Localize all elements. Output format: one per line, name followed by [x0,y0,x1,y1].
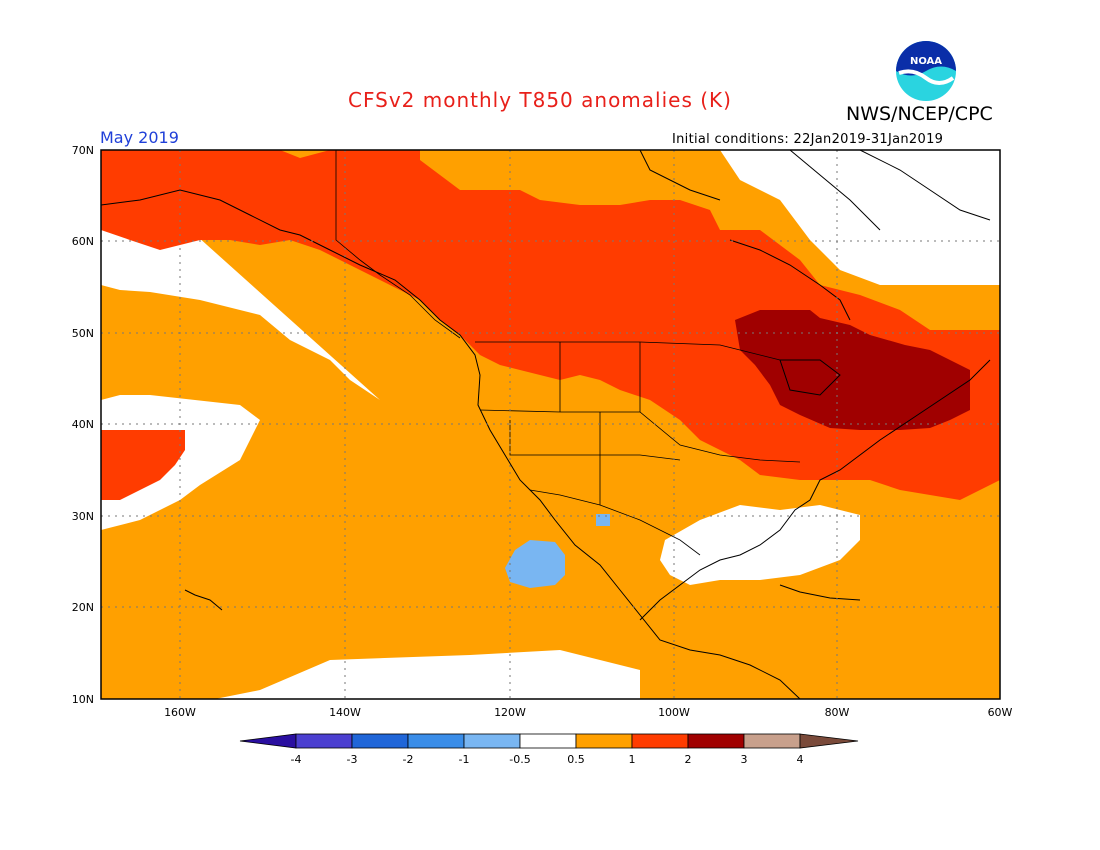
longitude-labels: 160W 140W 120W 100W 80W 60W [164,706,1012,719]
graticule [101,150,1000,699]
colorbar-swatch [687,733,745,749]
lon-label: 160W [164,706,196,719]
initial-conditions-label: Initial conditions: 22Jan2019-31Jan2019 [672,132,944,147]
lat-label: 70N [72,144,94,157]
colorbar-label: -3 [347,753,358,766]
political-borders [335,150,801,556]
colorbar-label: 3 [741,753,748,766]
lon-label: 120W [494,706,526,719]
lat-label: 30N [72,510,94,523]
colorbar-swatch [407,733,465,749]
colorbar-low-arrow [239,733,297,749]
colorbar-high-arrow [799,733,859,749]
colorbar-label: 2 [685,753,692,766]
lat-label: 40N [72,418,94,431]
colorbar-label: 0.5 [567,753,585,766]
colorbar-label: 1 [629,753,636,766]
colorbar-label: 4 [797,753,804,766]
map-title: CFSv2 monthly T850 anomalies (K) [348,88,732,112]
colorbar-label: -0.5 [509,753,530,766]
lon-label: 80W [825,706,850,719]
lon-label: 60W [988,706,1013,719]
colorbar-swatch [351,733,409,749]
latitude-labels: 70N 60N 50N 40N 30N 20N 10N [72,144,94,706]
lat-label: 60N [72,235,94,248]
colorbar-swatch [295,733,353,749]
coastlines [101,150,991,699]
noaa-logo: NOAA [896,41,956,101]
colorbar-label: -4 [291,753,302,766]
colorbar-swatch [743,733,801,749]
lon-label: 100W [658,706,690,719]
map-frame [100,149,1001,700]
colorbar-label: -1 [459,753,470,766]
colorbar-swatch [631,733,689,749]
anomaly-region-1-2 [101,150,1000,500]
colorbar-swatch [519,733,577,749]
colorbar-swatch [575,733,633,749]
lon-label: 140W [329,706,361,719]
lat-label: 20N [72,601,94,614]
anomaly-region-2-3 [735,310,970,430]
noaa-logo-text: NOAA [910,56,942,67]
anomaly-region-neg1-neg0p5 [505,540,565,588]
month-label: May 2019 [100,128,179,147]
colorbar-swatch [463,733,521,749]
colorbar-label: -2 [403,753,414,766]
lat-label: 10N [72,693,94,706]
lat-label: 50N [72,327,94,340]
org-label: NWS/NCEP/CPC [846,103,993,125]
color-bar: -4 -3 -2 -1 -0.5 0.5 1 2 3 4 [239,733,859,766]
